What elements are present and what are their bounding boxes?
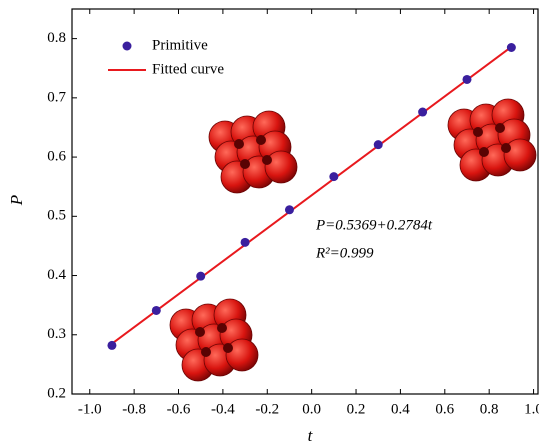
x-tick-label: 0.0	[302, 401, 321, 417]
r-squared: R²=0.999	[315, 245, 374, 261]
data-point	[152, 306, 161, 315]
data-point	[285, 205, 294, 214]
data-point	[241, 238, 250, 247]
lattice-hole	[234, 139, 244, 149]
lattice-image	[448, 99, 536, 181]
data-point	[507, 43, 516, 52]
lattice-node	[504, 139, 536, 171]
y-tick-label: 0.3	[47, 326, 66, 342]
data-point	[418, 108, 427, 117]
y-tick-label: 0.8	[47, 30, 66, 46]
x-tick-label: -0.8	[122, 401, 146, 417]
x-tick-label: 0.8	[480, 401, 499, 417]
legend-label: Primitive	[152, 37, 208, 53]
lattice-hole	[479, 147, 489, 157]
y-tick-label: 0.5	[47, 208, 66, 224]
x-tick-label: -1.0	[78, 401, 102, 417]
equation: P=0.5369+0.2784t	[315, 217, 433, 233]
y-axis-label: P	[7, 195, 26, 206]
lattice-hole	[201, 347, 211, 357]
data-point	[329, 172, 338, 181]
lattice-hole	[240, 159, 250, 169]
legend-label: Fitted curve	[152, 61, 224, 77]
x-tick-label: 1.0	[524, 401, 539, 417]
lattice-hole	[195, 327, 205, 337]
lattice-hole	[262, 155, 272, 165]
x-tick-label: 0.4	[391, 401, 410, 417]
fitted-line	[112, 47, 511, 344]
lattice-node	[265, 151, 297, 183]
lattice-image	[170, 299, 258, 381]
x-axis-label: t	[308, 426, 314, 445]
x-tick-label: -0.2	[255, 401, 279, 417]
y-tick-label: 0.6	[47, 149, 66, 165]
y-tick-label: 0.4	[47, 267, 66, 283]
data-point	[374, 140, 383, 149]
legend-marker	[123, 42, 132, 51]
lattice-hole	[501, 143, 511, 153]
lattice-hole	[217, 323, 227, 333]
y-tick-label: 0.2	[47, 385, 66, 401]
plot-frame	[72, 9, 538, 394]
x-tick-label: -0.6	[167, 401, 191, 417]
chart: P=0.5369+0.2784t R²=0.999 t P -1.0 -0.8 -0…	[0, 0, 539, 447]
lattice-image	[209, 111, 297, 193]
lattice-hole	[473, 127, 483, 137]
y-tick-label: 0.7	[47, 89, 66, 105]
lattice-hole	[223, 343, 233, 353]
lattice-node	[226, 339, 258, 371]
lattice-hole	[495, 123, 505, 133]
x-tick-label: -0.4	[211, 401, 235, 417]
x-tick-label: 0.6	[435, 401, 454, 417]
x-tick-label: 0.2	[347, 401, 366, 417]
data-point	[462, 75, 471, 84]
data-point	[107, 341, 116, 350]
lattice-hole	[256, 135, 266, 145]
data-point	[196, 272, 205, 281]
